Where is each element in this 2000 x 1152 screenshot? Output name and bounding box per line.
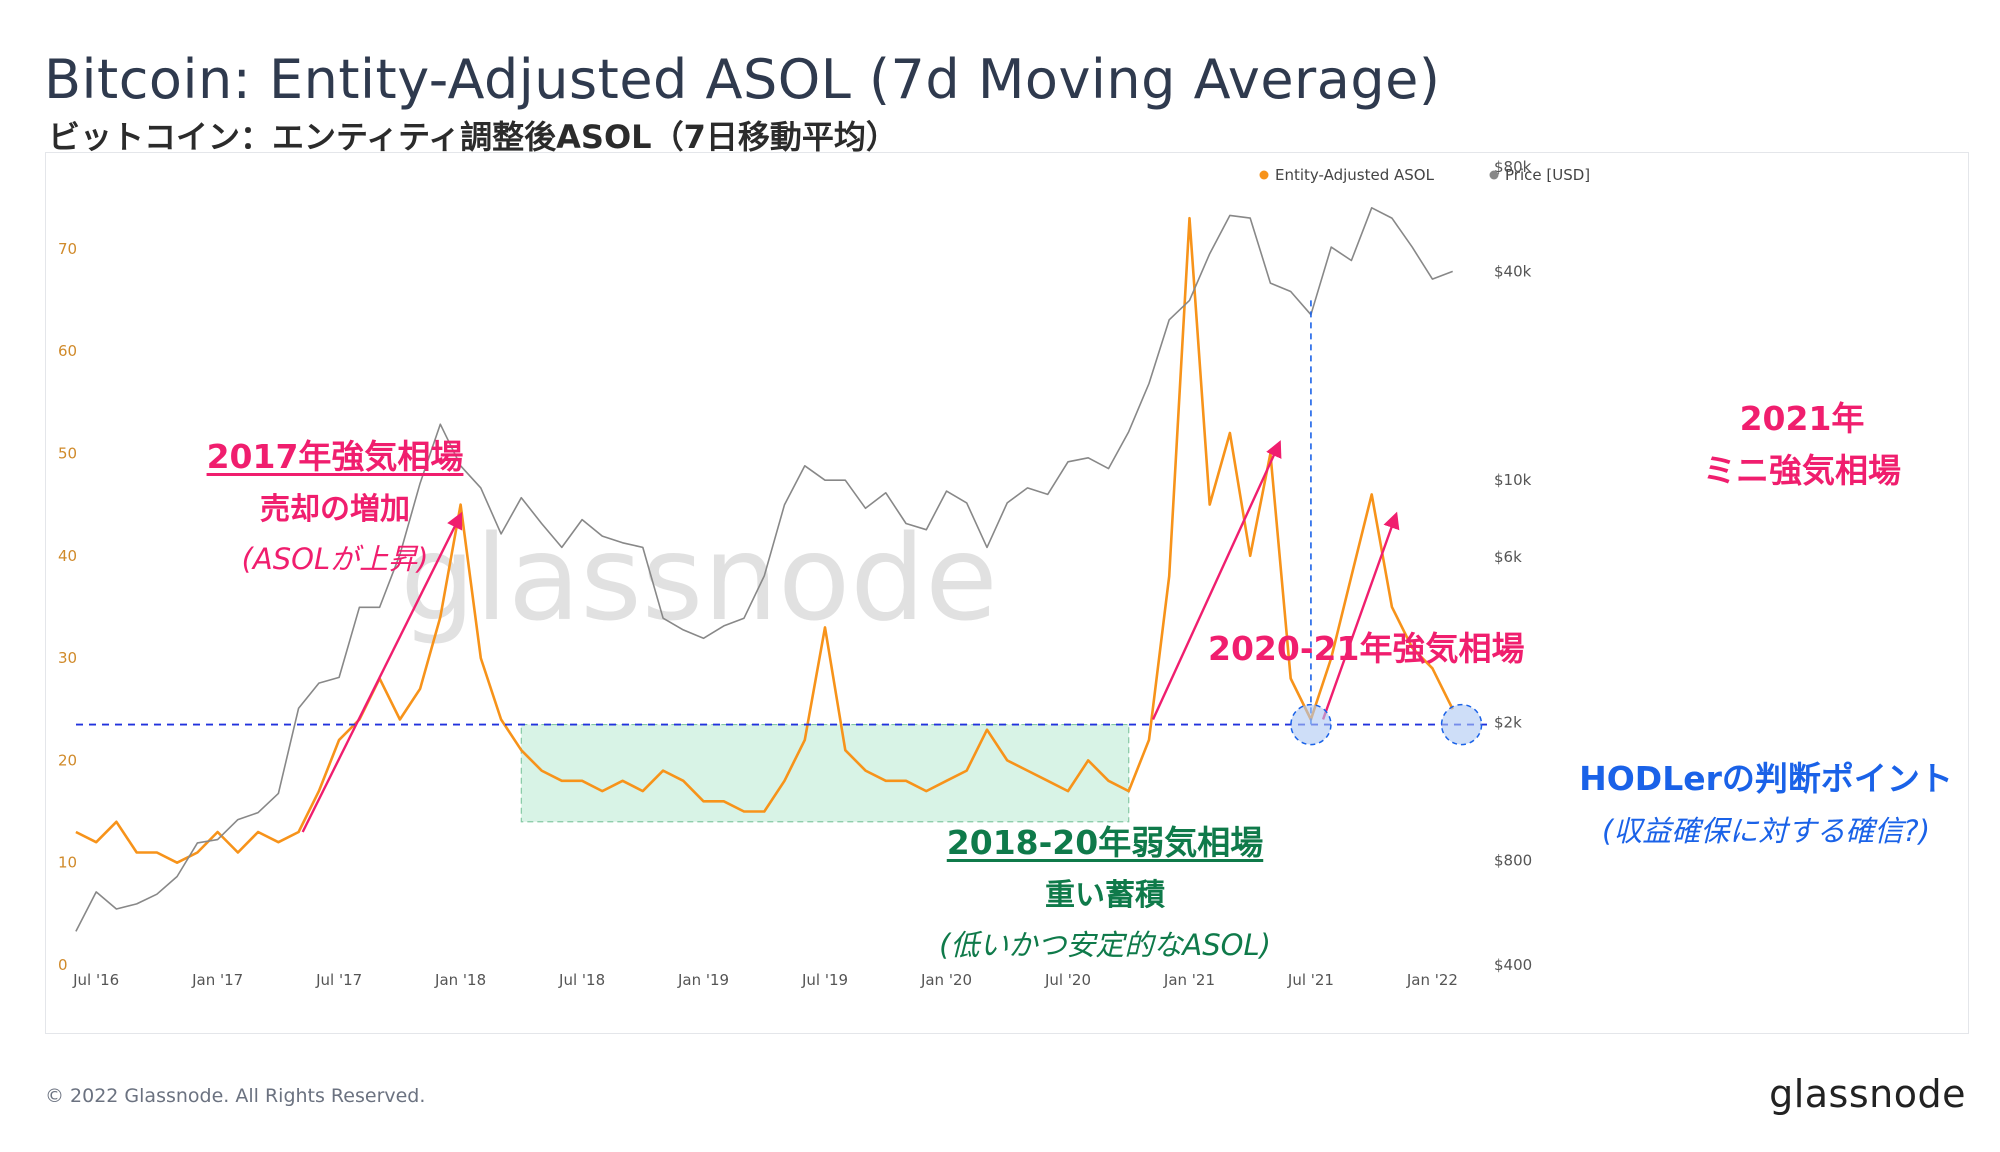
annotation-2018-bear-title: 2018-20年弱気相場 bbox=[946, 823, 1264, 862]
legend-label: Price [USD] bbox=[1505, 166, 1590, 184]
legend-swatch bbox=[1259, 170, 1269, 180]
x-tick-label: Jan '18 bbox=[434, 971, 486, 989]
y-left-tick-label: 0 bbox=[58, 956, 68, 974]
y-right-tick-label: $6k bbox=[1494, 548, 1522, 566]
hodler-marker bbox=[1440, 703, 1483, 746]
x-tick-label: Jul '20 bbox=[1044, 971, 1091, 989]
page-title: Bitcoin: Entity-Adjusted ASOL (7d Moving… bbox=[44, 48, 1441, 111]
x-tick-label: Jul '16 bbox=[72, 971, 119, 989]
x-tick-label: Jul '18 bbox=[558, 971, 605, 989]
y-right-tick-label: $400 bbox=[1494, 956, 1532, 974]
x-tick-label: Jan '22 bbox=[1406, 971, 1458, 989]
annotation-2018-bear-sub: 重い蓄積 bbox=[1045, 878, 1165, 913]
x-tick-label: Jul '21 bbox=[1287, 971, 1334, 989]
footer-logo: glassnode bbox=[1769, 1072, 1966, 1116]
chart-watermark: glassnode bbox=[400, 509, 997, 647]
annotation-2018-bear: 2018-20年弱気相場 重い蓄積 (低いかつ安定的なASOL) bbox=[870, 816, 1340, 964]
y-right-tick-label: $40k bbox=[1494, 262, 1532, 280]
x-tick-label: Jul '17 bbox=[315, 971, 362, 989]
y-right-tick-label: $80k bbox=[1494, 158, 1532, 176]
annotation-2020-bull-title: 2020-21年強気相場 bbox=[1208, 629, 1525, 668]
trend-arrow bbox=[1321, 511, 1400, 720]
y-left-tick-label: 40 bbox=[58, 547, 77, 565]
chart-frame: glassnode Jul '16 Jan '17 Jul '17 Jan '18 Ju… bbox=[45, 152, 1969, 1034]
x-tick-label: Jan '19 bbox=[677, 971, 729, 989]
y-left-tick-label: 70 bbox=[58, 240, 77, 258]
y-left-tick-label: 10 bbox=[58, 854, 77, 872]
annotation-hodler-title: HODLerの判断ポイント bbox=[1579, 759, 1953, 798]
annotation-hodler-note: (収益確保に対する確信?) bbox=[1601, 814, 1931, 848]
footer-copyright: © 2022 Glassnode. All Rights Reserved. bbox=[45, 1085, 426, 1107]
annotation-2017-bull: 2017年強気相場 売却の増加 (ASOLが上昇) bbox=[200, 430, 470, 578]
hodler-marker bbox=[1290, 703, 1332, 746]
y-left-tick-label: 60 bbox=[58, 342, 77, 360]
annotation-2021-mini-sub: ミニ強気相場 bbox=[1703, 451, 1901, 490]
y-left-tick-label: 30 bbox=[58, 649, 77, 667]
x-tick-label: Jan '20 bbox=[920, 971, 972, 989]
y-left-tick-label: 20 bbox=[58, 751, 77, 769]
annotation-2017-bull-note: (ASOLが上昇) bbox=[241, 542, 429, 576]
page-subtitle: ビットコイン：エンティティ調整後ASOL（7日移動平均） bbox=[48, 118, 898, 156]
x-tick-label: Jan '21 bbox=[1163, 971, 1215, 989]
trend-arrow bbox=[301, 511, 463, 833]
trend-arrow bbox=[1151, 440, 1282, 720]
y-right-tick-label: $2k bbox=[1494, 714, 1522, 732]
y-right-tick-label: $10k bbox=[1494, 471, 1532, 489]
x-tick-label: Jan '17 bbox=[191, 971, 243, 989]
y-left-tick-label: 50 bbox=[58, 444, 77, 462]
annotation-2017-bull-sub: 売却の増加 bbox=[260, 492, 410, 527]
annotation-2017-bull-title: 2017年強気相場 bbox=[206, 437, 464, 476]
annotation-2018-bear-note: (低いかつ安定的なASOL) bbox=[939, 928, 1271, 962]
legend-label: Entity-Adjusted ASOL bbox=[1275, 166, 1435, 184]
annotation-2020-bull: 2020-21年強気相場 bbox=[1208, 622, 1548, 670]
annotation-2021-mini: 2021年 ミニ強気相場 bbox=[1672, 392, 1932, 492]
annotation-2021-mini-title: 2021年 bbox=[1739, 399, 1865, 438]
annotation-hodler: HODLerの判断ポイント (収益確保に対する確信?) bbox=[1556, 752, 1976, 850]
asol-chart: glassnode Jul '16 Jan '17 Jul '17 Jan '18 Ju… bbox=[58, 158, 1590, 989]
y-right-tick-label: $800 bbox=[1494, 852, 1532, 870]
price-series-line bbox=[75, 206, 1453, 932]
asol-series-line bbox=[75, 216, 1454, 865]
legend-swatch bbox=[1489, 170, 1499, 180]
x-tick-label: Jul '19 bbox=[801, 971, 848, 989]
accumulation-zone bbox=[520, 723, 1130, 823]
